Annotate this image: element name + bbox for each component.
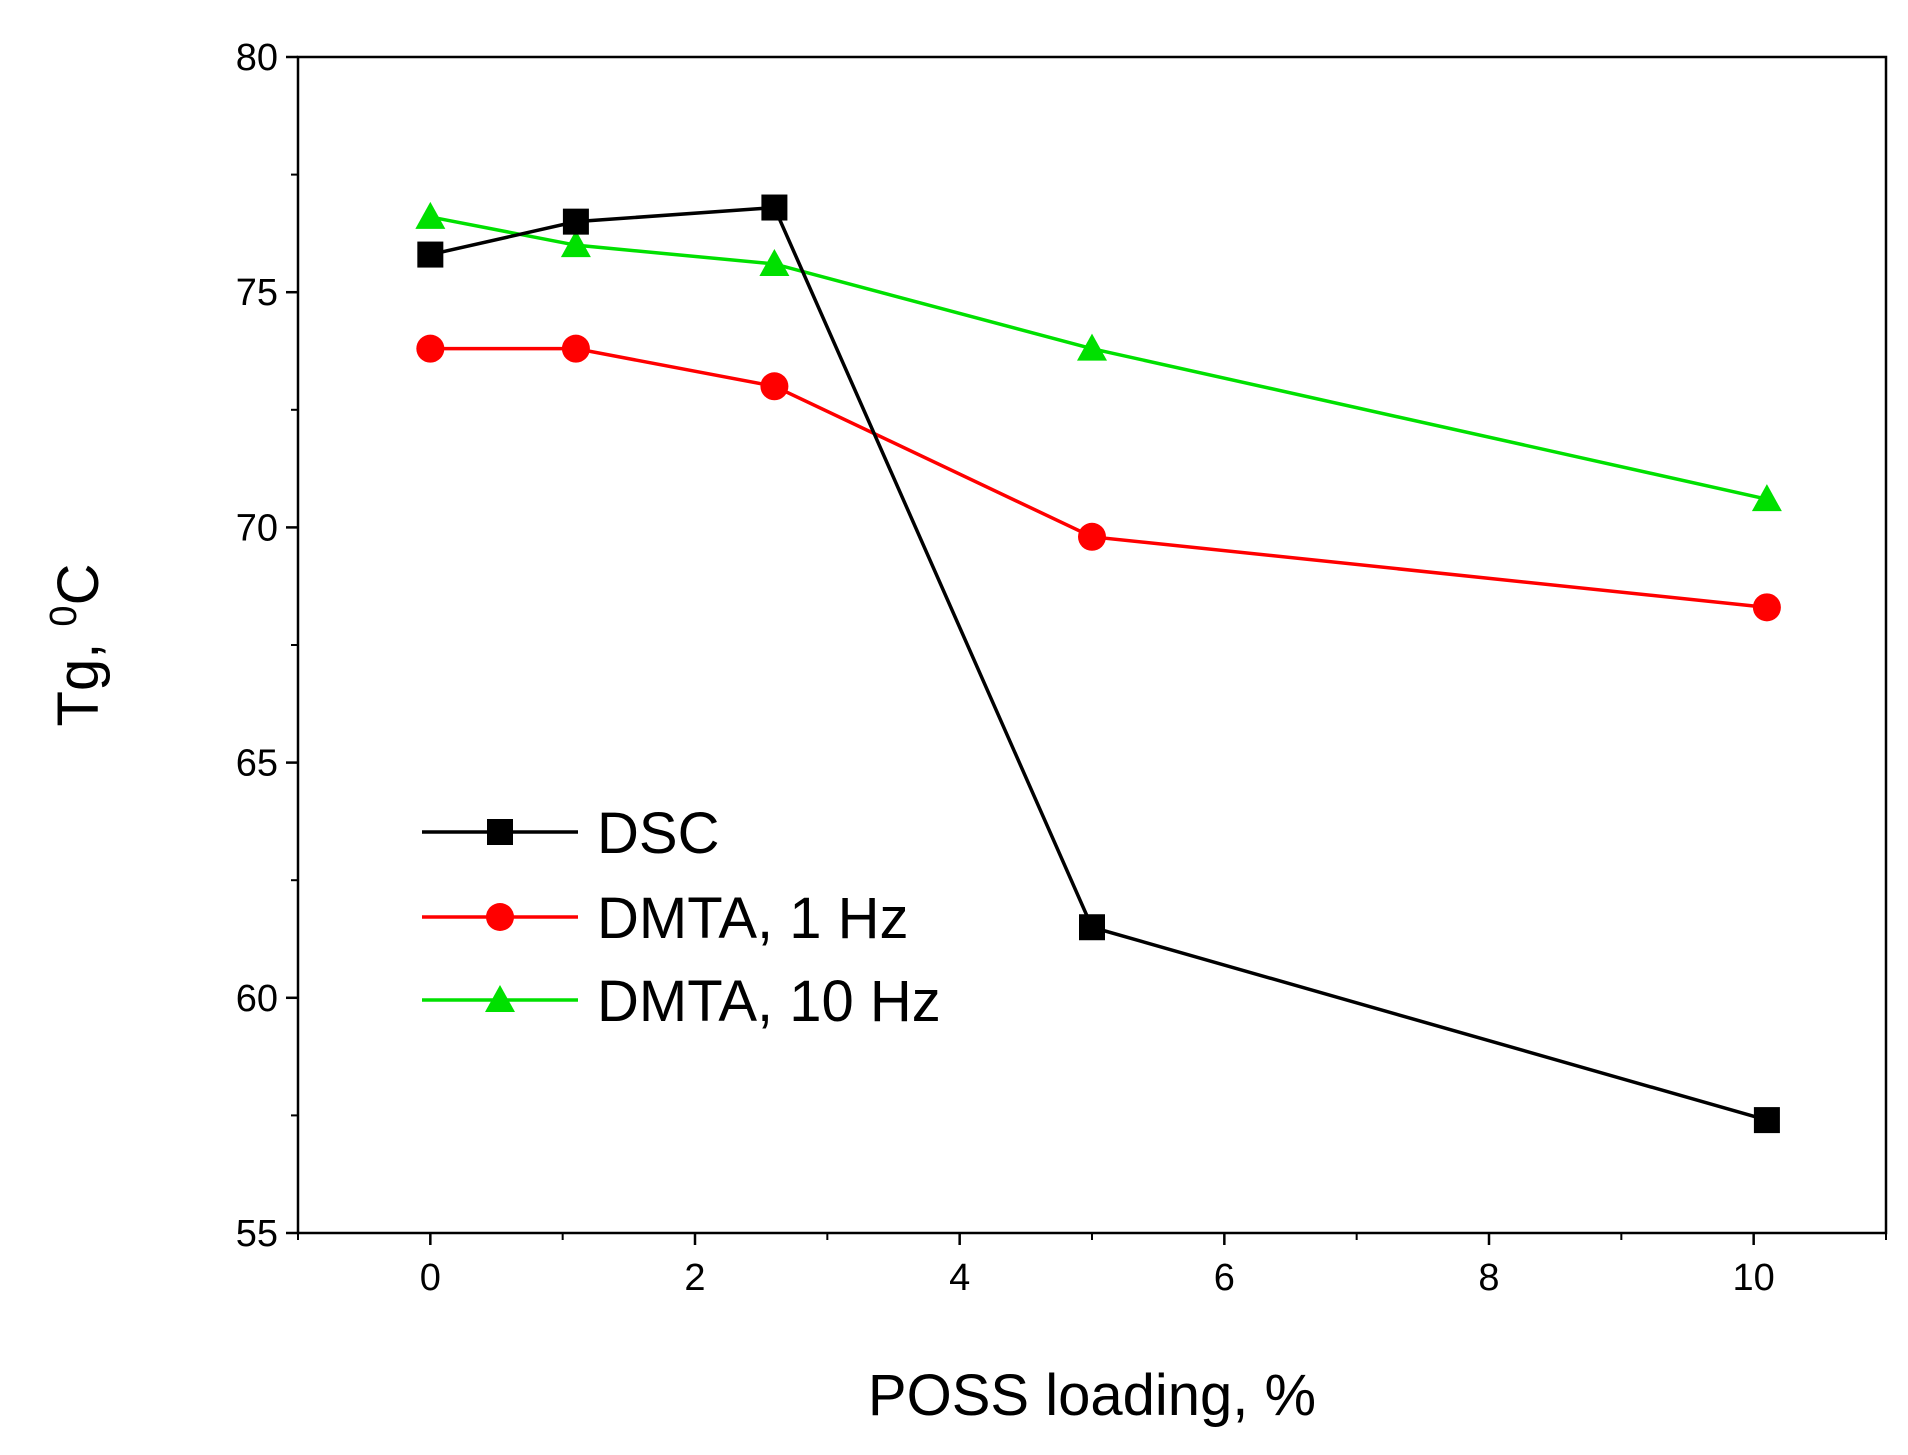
data-point-dmta-10-hz — [1077, 333, 1107, 361]
legend-entry-dsc: DSC — [422, 801, 719, 866]
data-point-dmta-10-hz — [759, 248, 790, 276]
legend-marker — [487, 819, 513, 845]
labels-layer: 0 2 4 6 8 10 55 60 65 70 75 80 — [236, 37, 1775, 1299]
data-point-dmta-10-hz — [415, 201, 446, 229]
y-tick-label: 70 — [236, 507, 278, 549]
data-point-dmta-1-hz — [561, 334, 590, 363]
legend-entry-dmta-1-hz: DMTA, 1 Hz — [422, 886, 909, 951]
data-point-dmta-1-hz — [416, 334, 445, 363]
plot-area-frame — [296, 55, 1888, 1235]
y-tick-label: 65 — [236, 743, 278, 785]
data-point-dsc — [417, 241, 444, 268]
x-tick-label: 0 — [420, 1257, 441, 1299]
y-tick-label: 60 — [236, 978, 278, 1020]
legend: DSC DMTA, 1 Hz DMTA, 10 Hz — [422, 801, 941, 1034]
data-point-dsc — [761, 194, 788, 221]
legend-label: DSC — [597, 801, 719, 866]
data-point-dmta-1-hz — [760, 372, 789, 401]
x-tick-label: 4 — [949, 1257, 970, 1299]
y-axis-title-unit: C — [46, 564, 111, 606]
y-axis-title-main: Tg, — [46, 627, 111, 727]
y-tick-label: 75 — [236, 272, 278, 314]
x-tick-label: 2 — [684, 1257, 705, 1299]
series-dmta-1-hz — [416, 334, 1781, 622]
series-layer — [415, 194, 1782, 1134]
legend-label: DMTA, 10 Hz — [597, 969, 941, 1034]
legend-marker — [486, 903, 514, 931]
data-point-dmta-10-hz — [1751, 484, 1782, 512]
data-point-dmta-1-hz — [1752, 593, 1781, 622]
y-axis-title: Tg, 0C — [43, 564, 111, 727]
y-tick-label: 80 — [236, 37, 278, 79]
x-tick-label: 6 — [1214, 1257, 1235, 1299]
legend-entry-dmta-10-hz: DMTA, 10 Hz — [422, 969, 941, 1034]
series-dmta-10-hz — [415, 201, 1782, 512]
x-tick-label: 10 — [1733, 1257, 1775, 1299]
x-axis-title: POSS loading, % — [868, 1363, 1316, 1428]
series-dsc — [417, 194, 1780, 1134]
legend-marker — [485, 985, 515, 1012]
data-point-dsc — [1753, 1107, 1780, 1134]
legend-label: DMTA, 1 Hz — [597, 886, 909, 951]
x-tick-label: 8 — [1478, 1257, 1499, 1299]
data-point-dsc — [562, 208, 589, 235]
y-axis-title-superscript: 0 — [43, 605, 85, 626]
series-line-dmta-1-hz — [430, 346, 1768, 610]
y-tick-label: 55 — [236, 1213, 278, 1255]
data-point-dmta-10-hz — [560, 230, 591, 258]
data-point-dsc — [1079, 914, 1105, 941]
data-point-dmta-1-hz — [1078, 522, 1106, 551]
